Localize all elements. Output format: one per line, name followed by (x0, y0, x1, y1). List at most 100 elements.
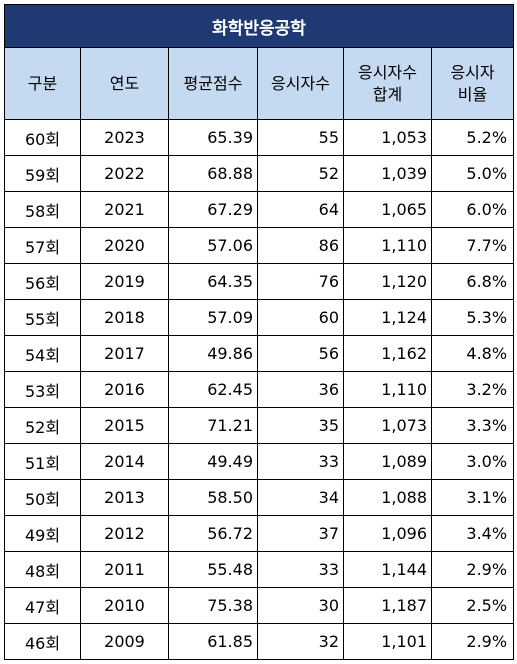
cell-avg-score: 58.50 (168, 479, 258, 516)
table-row: 57회 2020 57.06 86 1,110 7.7% (4, 227, 515, 264)
cell-examinees: 76 (257, 263, 344, 300)
cell-year: 2017 (80, 335, 169, 372)
cell-examinees-total: 1,088 (343, 479, 432, 516)
cell-examinees-total: 1,065 (343, 191, 432, 228)
cell-year: 2009 (80, 623, 169, 660)
cell-avg-score: 49.49 (168, 443, 258, 480)
cell-examinees: 35 (257, 407, 344, 444)
cell-avg-score: 56.72 (168, 515, 258, 552)
cell-year: 2019 (80, 263, 169, 300)
cell-year: 2020 (80, 227, 169, 264)
header-examinees: 응시자수 (257, 47, 344, 120)
cell-avg-score: 57.09 (168, 299, 258, 336)
cell-examinee-ratio: 5.3% (430, 299, 515, 336)
cell-examinees-total: 1,073 (343, 407, 432, 444)
cell-examinee-ratio: 2.9% (430, 551, 515, 588)
cell-avg-score: 49.86 (168, 335, 258, 372)
cell-round: 52회 (4, 407, 81, 444)
cell-examinees-total: 1,144 (343, 551, 432, 588)
cell-round: 46회 (4, 623, 81, 660)
cell-round: 48회 (4, 551, 81, 588)
cell-examinees-total: 1,089 (343, 443, 432, 480)
cell-round: 53회 (4, 371, 81, 408)
cell-examinees-total: 1,096 (343, 515, 432, 552)
cell-examinees: 30 (257, 587, 344, 624)
cell-examinees-total: 1,110 (343, 371, 432, 408)
cell-examinees-total: 1,124 (343, 299, 432, 336)
cell-examinees: 55 (257, 119, 344, 156)
table-row: 51회 2014 49.49 33 1,089 3.0% (4, 443, 515, 480)
cell-examinee-ratio: 3.1% (430, 479, 515, 516)
cell-examinee-ratio: 5.2% (430, 119, 515, 156)
table-row: 60회 2023 65.39 55 1,053 5.2% (4, 119, 515, 156)
header-examinees-total: 응시자수 합계 (343, 47, 432, 120)
cell-examinees: 34 (257, 479, 344, 516)
table-row: 53회 2016 62.45 36 1,110 3.2% (4, 371, 515, 408)
cell-year: 2018 (80, 299, 169, 336)
table-row: 46회 2009 61.85 32 1,101 2.9% (4, 623, 515, 660)
cell-round: 59회 (4, 155, 81, 192)
table-title: 화학반응공학 (3, 4, 515, 48)
cell-examinees: 60 (257, 299, 344, 336)
table-row: 58회 2021 67.29 64 1,065 6.0% (4, 191, 515, 228)
cell-examinee-ratio: 2.5% (430, 587, 515, 624)
cell-round: 50회 (4, 479, 81, 516)
table-row: 49회 2012 56.72 37 1,096 3.4% (4, 515, 515, 552)
cell-avg-score: 62.45 (168, 371, 258, 408)
cell-round: 57회 (4, 227, 81, 264)
header-row: 구분 연도 평균점수 응시자수 응시자수 합계 응시자 비율 (4, 47, 515, 120)
cell-examinees-total: 1,162 (343, 335, 432, 372)
cell-examinee-ratio: 3.0% (430, 443, 515, 480)
cell-examinees-total: 1,187 (343, 587, 432, 624)
cell-examinees: 86 (257, 227, 344, 264)
cell-examinees-total: 1,101 (343, 623, 432, 660)
header-examinee-ratio: 응시자 비율 (430, 47, 515, 120)
cell-avg-score: 55.48 (168, 551, 258, 588)
table-row: 59회 2022 68.88 52 1,039 5.0% (4, 155, 515, 192)
cell-avg-score: 57.06 (168, 227, 258, 264)
cell-year: 2010 (80, 587, 169, 624)
cell-avg-score: 61.85 (168, 623, 258, 660)
cell-avg-score: 71.21 (168, 407, 258, 444)
data-table-container: 화학반응공학 구분 연도 평균점수 응시자수 응시자수 합계 응시자 비율 60회 2023 65… (3, 4, 515, 660)
exam-stats-table: 화학반응공학 구분 연도 평균점수 응시자수 응시자수 합계 응시자 비율 60회 2023 65… (3, 4, 515, 660)
cell-round: 51회 (4, 443, 81, 480)
cell-examinee-ratio: 2.9% (430, 623, 515, 660)
table-row: 55회 2018 57.09 60 1,124 5.3% (4, 299, 515, 336)
table-row: 48회 2011 55.48 33 1,144 2.9% (4, 551, 515, 588)
cell-examinees-total: 1,053 (343, 119, 432, 156)
cell-round: 54회 (4, 335, 81, 372)
cell-year: 2022 (80, 155, 169, 192)
header-avg-score: 평균점수 (168, 47, 258, 120)
table-row: 56회 2019 64.35 76 1,120 6.8% (4, 263, 515, 300)
cell-examinees: 32 (257, 623, 344, 660)
cell-examinee-ratio: 3.4% (430, 515, 515, 552)
cell-examinees-total: 1,110 (343, 227, 432, 264)
table-row: 47회 2010 75.38 30 1,187 2.5% (4, 587, 515, 624)
cell-examinees: 33 (257, 443, 344, 480)
cell-round: 47회 (4, 587, 81, 624)
cell-examinee-ratio: 7.7% (430, 227, 515, 264)
cell-year: 2011 (80, 551, 169, 588)
cell-year: 2013 (80, 479, 169, 516)
cell-year: 2023 (80, 119, 169, 156)
cell-examinee-ratio: 6.0% (430, 191, 515, 228)
table-row: 54회 2017 49.86 56 1,162 4.8% (4, 335, 515, 372)
cell-examinee-ratio: 3.3% (430, 407, 515, 444)
table-row: 50회 2013 58.50 34 1,088 3.1% (4, 479, 515, 516)
cell-round: 55회 (4, 299, 81, 336)
cell-year: 2021 (80, 191, 169, 228)
cell-avg-score: 64.35 (168, 263, 258, 300)
cell-year: 2016 (80, 371, 169, 408)
cell-examinees: 56 (257, 335, 344, 372)
cell-examinees: 33 (257, 551, 344, 588)
cell-avg-score: 67.29 (168, 191, 258, 228)
cell-examinees: 36 (257, 371, 344, 408)
cell-examinees: 37 (257, 515, 344, 552)
header-year: 연도 (80, 47, 169, 120)
cell-examinee-ratio: 6.8% (430, 263, 515, 300)
cell-avg-score: 75.38 (168, 587, 258, 624)
cell-round: 60회 (4, 119, 81, 156)
cell-examinees: 64 (257, 191, 344, 228)
cell-examinees-total: 1,120 (343, 263, 432, 300)
